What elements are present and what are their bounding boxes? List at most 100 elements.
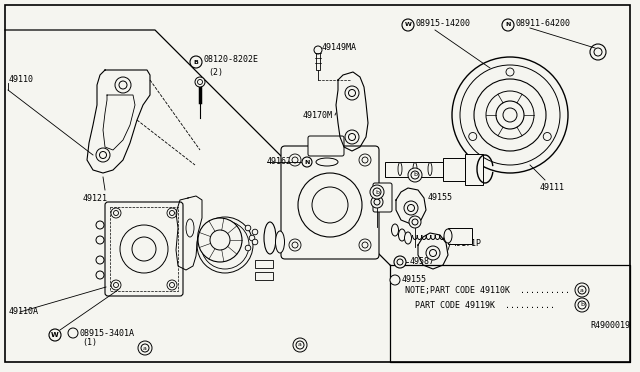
Text: (1): (1)	[82, 339, 97, 347]
FancyBboxPatch shape	[281, 146, 379, 259]
Text: R4900019: R4900019	[590, 321, 630, 330]
Circle shape	[210, 230, 230, 250]
Circle shape	[111, 208, 121, 218]
Text: 49110: 49110	[9, 76, 34, 84]
Circle shape	[496, 101, 524, 129]
Ellipse shape	[392, 224, 399, 236]
Circle shape	[429, 250, 436, 257]
Circle shape	[359, 154, 371, 166]
Circle shape	[474, 79, 546, 151]
Text: a: a	[580, 288, 584, 292]
Circle shape	[99, 151, 106, 158]
Circle shape	[96, 256, 104, 264]
Circle shape	[594, 48, 602, 56]
Ellipse shape	[275, 231, 285, 253]
Circle shape	[96, 271, 104, 279]
Circle shape	[452, 57, 568, 173]
Circle shape	[190, 56, 202, 68]
Circle shape	[411, 171, 419, 179]
Circle shape	[590, 44, 606, 60]
Circle shape	[345, 86, 359, 100]
Circle shape	[468, 132, 477, 141]
Bar	[385, 162, 443, 177]
Circle shape	[402, 19, 414, 31]
Circle shape	[141, 344, 149, 352]
Ellipse shape	[316, 158, 338, 166]
Circle shape	[408, 168, 422, 182]
Circle shape	[245, 225, 251, 231]
Text: 49170M: 49170M	[303, 110, 333, 119]
Text: 49171P: 49171P	[452, 238, 482, 247]
Ellipse shape	[264, 222, 276, 254]
Bar	[316, 52, 320, 70]
Circle shape	[312, 187, 348, 223]
Circle shape	[111, 280, 121, 290]
Text: 49162N: 49162N	[267, 157, 297, 166]
Circle shape	[252, 229, 258, 235]
Bar	[448, 228, 472, 244]
Circle shape	[314, 46, 322, 54]
Circle shape	[113, 211, 118, 215]
Circle shape	[575, 283, 589, 297]
Circle shape	[68, 328, 78, 338]
Circle shape	[370, 185, 384, 199]
Circle shape	[113, 282, 118, 288]
Bar	[443, 158, 465, 181]
Circle shape	[298, 173, 362, 237]
Circle shape	[426, 246, 440, 260]
Circle shape	[96, 236, 104, 244]
Text: 08915-3401A: 08915-3401A	[80, 328, 135, 337]
Circle shape	[302, 157, 312, 167]
Circle shape	[543, 132, 551, 141]
Circle shape	[293, 338, 307, 352]
Text: a: a	[143, 346, 147, 350]
Circle shape	[371, 196, 383, 208]
Ellipse shape	[428, 163, 432, 176]
Circle shape	[292, 242, 298, 248]
Bar	[465, 154, 483, 185]
Circle shape	[575, 298, 589, 312]
Circle shape	[115, 77, 131, 93]
Circle shape	[374, 199, 380, 205]
Circle shape	[578, 301, 586, 309]
Text: W: W	[51, 332, 59, 338]
Text: NOTE;PART CODE 49110K  ..........: NOTE;PART CODE 49110K ..........	[405, 285, 570, 295]
Text: 49155: 49155	[428, 193, 453, 202]
Circle shape	[197, 217, 253, 273]
Circle shape	[96, 148, 110, 162]
Circle shape	[198, 218, 242, 262]
Circle shape	[486, 91, 534, 139]
Circle shape	[412, 219, 418, 225]
Circle shape	[249, 235, 255, 241]
Text: 49111: 49111	[540, 183, 565, 192]
Circle shape	[349, 90, 355, 96]
Circle shape	[289, 154, 301, 166]
Text: 49587: 49587	[410, 257, 435, 266]
Circle shape	[167, 280, 177, 290]
Circle shape	[349, 134, 355, 141]
Text: 49149MA: 49149MA	[322, 44, 357, 52]
Circle shape	[170, 282, 175, 288]
Text: b: b	[413, 173, 417, 177]
Circle shape	[119, 81, 127, 89]
Circle shape	[409, 216, 421, 228]
Circle shape	[404, 201, 418, 215]
Circle shape	[170, 211, 175, 215]
Circle shape	[362, 157, 368, 163]
Circle shape	[195, 77, 205, 87]
FancyBboxPatch shape	[373, 183, 392, 212]
Ellipse shape	[399, 229, 406, 241]
Text: b: b	[375, 189, 379, 195]
Circle shape	[394, 256, 406, 268]
Circle shape	[245, 245, 251, 251]
Circle shape	[138, 341, 152, 355]
Bar	[255, 260, 273, 268]
Circle shape	[252, 239, 258, 245]
Circle shape	[167, 208, 177, 218]
Circle shape	[506, 68, 514, 76]
Text: 49121: 49121	[83, 194, 108, 203]
Circle shape	[359, 239, 371, 251]
Ellipse shape	[444, 229, 452, 243]
Text: 49155: 49155	[402, 276, 427, 285]
Text: 08120-8202E: 08120-8202E	[204, 55, 259, 64]
